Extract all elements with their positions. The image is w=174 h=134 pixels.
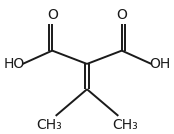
Text: O: O: [116, 8, 127, 22]
Text: O: O: [47, 8, 58, 22]
Text: OH: OH: [149, 57, 171, 71]
Text: CH₃: CH₃: [36, 118, 62, 132]
Text: CH₃: CH₃: [112, 118, 138, 132]
Text: HO: HO: [3, 57, 25, 71]
